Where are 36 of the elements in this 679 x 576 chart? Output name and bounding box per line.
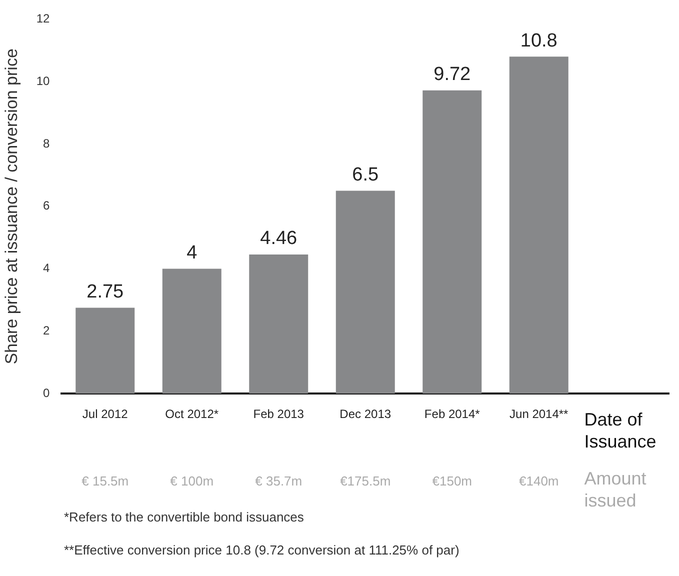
bar (422, 90, 482, 394)
x-tick-label: Dec 2013 (340, 407, 392, 422)
text: €175.5m (340, 474, 391, 489)
x-tick-label: Feb 2014* (424, 407, 480, 422)
data-label: 9.72 (434, 64, 471, 86)
text: € 15.5m (82, 474, 129, 489)
y-tick-label: 8 (43, 136, 50, 150)
data-label: 10.8 (520, 30, 558, 52)
y-tick-label: 4 (43, 261, 50, 276)
text: € 35.7m (255, 474, 302, 489)
bar (509, 56, 568, 394)
data-label: 4.46 (260, 228, 298, 250)
data-label: 2.75 (86, 282, 124, 303)
x-tick-label: Feb 2013 (253, 407, 304, 422)
bar (249, 254, 308, 394)
y-tick-label: 0 (43, 386, 50, 400)
text: *Refers to the convertible bond issuances (64, 510, 304, 525)
text: **Effective conversion price 10.8 (9.72 conversion at 111.25% of par) (64, 542, 460, 558)
text: Amount issued (584, 468, 646, 511)
x-axis-title: Date of Issuance (584, 410, 656, 452)
y-tick-label: 2 (43, 324, 50, 338)
data-label: 6.5 (352, 164, 379, 186)
bar (76, 308, 135, 394)
bar (162, 268, 222, 394)
x-tick-label: Jul 2012 (82, 407, 128, 422)
text: €140m (519, 474, 559, 489)
x-tick-label: Jun 2014** (510, 407, 569, 422)
y-tick-label: 12 (36, 12, 50, 26)
y-tick-label: 10 (36, 74, 50, 88)
text: €150m (432, 474, 472, 489)
x-tick-label: Oct 2012* (165, 407, 219, 422)
bar (336, 190, 395, 394)
y-tick-label: 6 (43, 198, 50, 213)
text: € 100m (170, 474, 214, 489)
y-axis-title: Share price at issuance / conversion price (2, 48, 21, 364)
data-label: 4 (186, 242, 198, 264)
